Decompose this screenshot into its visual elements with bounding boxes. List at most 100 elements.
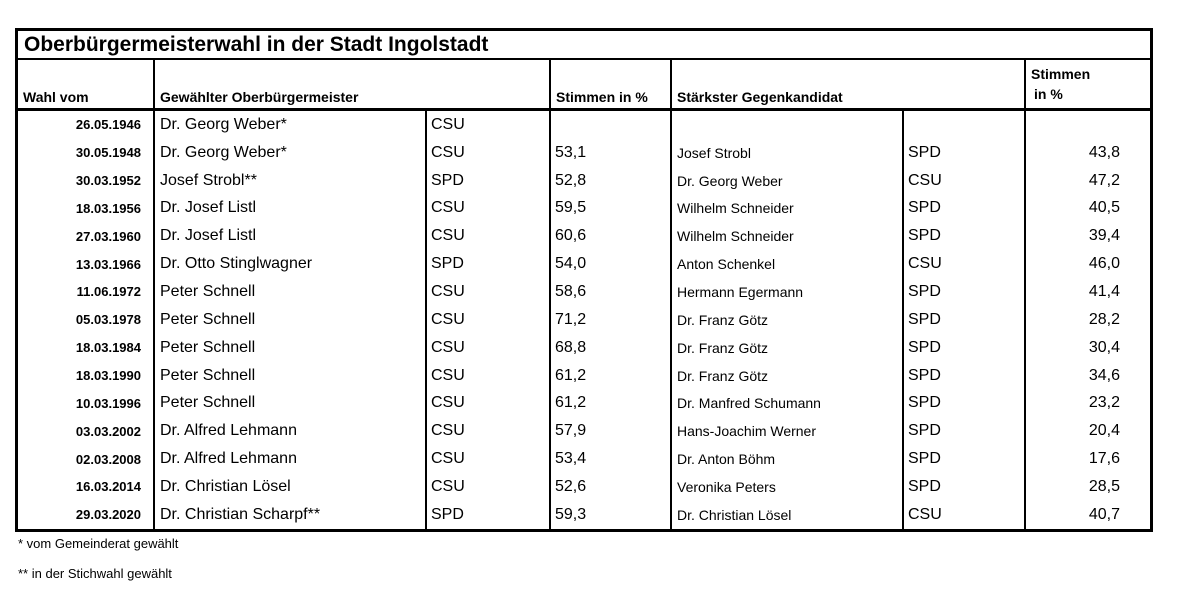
elected-mayor-vote-share: 53,4 [551, 445, 672, 473]
footnotes: * vom Gemeinderat gewählt ** in der Stic… [18, 536, 178, 596]
opponent-name [672, 111, 904, 139]
election-date: 11.06.1972 [18, 278, 155, 306]
elected-mayor-name: Dr. Christian Lösel [155, 472, 427, 501]
opponent-vote-share: 28,5 [1088, 477, 1120, 495]
opponent-party: CSU [904, 166, 1026, 195]
opponent-vote-share: 17,6 [1088, 450, 1120, 468]
elected-mayor-name: Peter Schnell [155, 333, 427, 362]
header-stimmen-winner: Stimmen in % [551, 60, 672, 108]
elected-mayor-party: CSU [427, 194, 551, 223]
election-date: 18.03.1956 [18, 194, 155, 223]
opponent-vote-share: 20,4 [1088, 422, 1120, 440]
opponent-name: Hans-Joachim Werner [672, 417, 904, 446]
table-row: 16.03.2014 Dr. Christian Lösel CSU 52,6 … [18, 472, 1150, 501]
elected-mayor-vote-share: 52,6 [551, 472, 672, 501]
elected-mayor-party: CSU [427, 305, 551, 334]
opponent-vote-share: 34,6 [1088, 366, 1120, 384]
elected-mayor-vote-share: 61,2 [551, 389, 672, 418]
table-row: 30.05.1948 Dr. Georg Weber* CSU 53,1 Jos… [18, 138, 1150, 167]
opponent-vote-share: 43,8 [1088, 143, 1120, 161]
opponent-vote-share: 41,4 [1088, 282, 1120, 300]
opponent-name: Hermann Egermann [672, 278, 904, 306]
table-title: Oberbürgermeisterwahl in der Stadt Ingol… [18, 31, 1150, 60]
elected-mayor-party: CSU [427, 389, 551, 418]
election-results-table: Oberbürgermeisterwahl in der Stadt Ingol… [15, 28, 1153, 532]
opponent-name: Dr. Manfred Schumann [672, 389, 904, 418]
elected-mayor-name: Josef Strobl** [155, 166, 427, 195]
elected-mayor-party: SPD [427, 250, 551, 279]
header-wahl-vom: Wahl vom [18, 60, 155, 108]
opponent-name: Wilhelm Schneider [672, 222, 904, 251]
table-row: 29.03.2020 Dr. Christian Scharpf** SPD 5… [18, 500, 1150, 529]
opponent-name: Anton Schenkel [672, 250, 904, 279]
elected-mayor-name: Dr. Georg Weber* [155, 111, 427, 139]
election-date: 10.03.1996 [18, 389, 155, 418]
opponent-name: Veronika Peters [672, 472, 904, 501]
header-stimmen-opponent-line1: Stimmen [1031, 66, 1091, 82]
elected-mayor-name: Peter Schnell [155, 305, 427, 334]
elected-mayor-vote-share: 59,5 [551, 194, 672, 223]
opponent-party: SPD [904, 305, 1026, 334]
elected-mayor-party: SPD [427, 500, 551, 529]
opponent-name: Dr. Franz Götz [672, 305, 904, 334]
table-row: 03.03.2002 Dr. Alfred Lehmann CSU 57,9 H… [18, 417, 1150, 446]
elected-mayor-name: Dr. Alfred Lehmann [155, 417, 427, 446]
election-date: 16.03.2014 [18, 472, 155, 501]
election-date: 18.03.1984 [18, 333, 155, 362]
elected-mayor-vote-share: 57,9 [551, 417, 672, 446]
opponent-vote-share: 30,4 [1088, 338, 1120, 356]
footnote-gemeinderat: * vom Gemeinderat gewählt [18, 536, 179, 551]
header-stimmen-opponent: Stimmen in % [1026, 60, 1150, 108]
table-row: 18.03.1990 Peter Schnell CSU 61,2 Dr. Fr… [18, 361, 1150, 390]
opponent-party: SPD [904, 222, 1026, 251]
election-date: 27.03.1960 [18, 222, 155, 251]
opponent-party: SPD [904, 278, 1026, 306]
elected-mayor-vote-share [551, 111, 672, 139]
elected-mayor-vote-share: 54,0 [551, 250, 672, 279]
opponent-party: SPD [904, 138, 1026, 167]
opponent-vote-share: 40,7 [1088, 505, 1120, 523]
opponent-party: SPD [904, 389, 1026, 418]
table-row: 30.03.1952 Josef Strobl** SPD 52,8 Dr. G… [18, 166, 1150, 195]
elected-mayor-name: Dr. Josef Listl [155, 222, 427, 251]
table-row: 18.03.1984 Peter Schnell CSU 68,8 Dr. Fr… [18, 333, 1150, 362]
elected-mayor-vote-share: 58,6 [551, 278, 672, 306]
opponent-name: Dr. Christian Lösel [672, 500, 904, 529]
opponent-party: SPD [904, 472, 1026, 501]
elected-mayor-vote-share: 53,1 [551, 138, 672, 167]
table-header-row: Wahl vom Gewählter Oberbürgermeister Sti… [18, 60, 1150, 111]
elected-mayor-party: CSU [427, 445, 551, 473]
election-date: 29.03.2020 [18, 500, 155, 529]
opponent-vote-share: 40,5 [1088, 199, 1120, 217]
elected-mayor-vote-share: 68,8 [551, 333, 672, 362]
opponent-party: CSU [904, 250, 1026, 279]
opponent-vote-share: 23,2 [1088, 394, 1120, 412]
opponent-vote-share: 47,2 [1088, 171, 1120, 189]
opponent-party: SPD [904, 445, 1026, 473]
elected-mayor-name: Peter Schnell [155, 361, 427, 390]
election-date: 30.03.1952 [18, 166, 155, 195]
opponent-party: SPD [904, 333, 1026, 362]
table-row: 10.03.1996 Peter Schnell CSU 61,2 Dr. Ma… [18, 389, 1150, 418]
elected-mayor-name: Dr. Alfred Lehmann [155, 445, 427, 473]
table-row: 27.03.1960 Dr. Josef Listl CSU 60,6 Wilh… [18, 222, 1150, 251]
opponent-name: Dr. Franz Götz [672, 361, 904, 390]
elected-mayor-party: CSU [427, 472, 551, 501]
elected-mayor-party: SPD [427, 166, 551, 195]
election-date: 30.05.1948 [18, 138, 155, 167]
election-date: 05.03.1978 [18, 305, 155, 334]
header-staerkster-gegenkandidat: Stärkster Gegenkandidat [672, 60, 1026, 108]
election-date: 03.03.2002 [18, 417, 155, 446]
election-date: 13.03.1966 [18, 250, 155, 279]
elected-mayor-party: CSU [427, 222, 551, 251]
opponent-name: Dr. Anton Böhm [672, 445, 904, 473]
opponent-vote-share: 28,2 [1088, 310, 1120, 328]
elected-mayor-name: Peter Schnell [155, 278, 427, 306]
table-row: 13.03.1966 Dr. Otto Stinglwagner SPD 54,… [18, 250, 1150, 279]
elected-mayor-vote-share: 61,2 [551, 361, 672, 390]
opponent-party: CSU [904, 500, 1026, 529]
election-date: 26.05.1946 [18, 111, 155, 139]
elected-mayor-name: Dr. Georg Weber* [155, 138, 427, 167]
opponent-party: SPD [904, 361, 1026, 390]
elected-mayor-name: Peter Schnell [155, 389, 427, 418]
